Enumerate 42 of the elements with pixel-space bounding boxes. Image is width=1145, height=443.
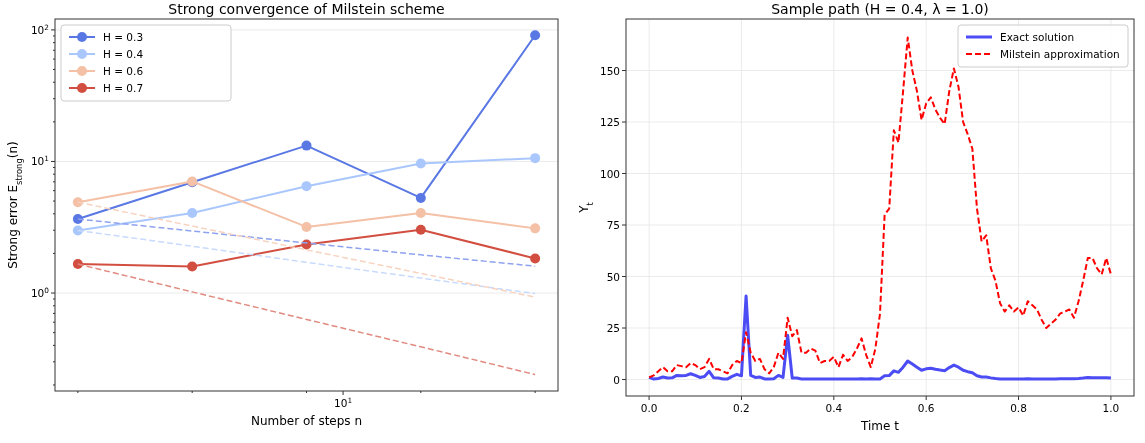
x-tick-label: 0.4 [825, 402, 843, 414]
chart-title: Strong convergence of Milstein scheme [168, 1, 445, 17]
point [301, 181, 312, 192]
point [415, 224, 426, 235]
y-tick-label: 150 [599, 64, 620, 77]
point [530, 223, 541, 234]
y-tick-label: 10$^{1}$ [30, 153, 49, 168]
y-tick-label: 10$^{0}$ [30, 285, 50, 300]
y-tick-label: 125 [599, 116, 620, 129]
legend-label: H = 0.3 [103, 31, 144, 43]
point [187, 261, 198, 272]
line-series [647, 294, 1113, 381]
point [415, 207, 426, 218]
legend-label: Exact solution [1000, 31, 1075, 43]
point [415, 192, 426, 203]
legend-label: H = 0.4 [103, 48, 144, 60]
chart-title: Sample path (H = 0.4, λ = 1.0) [771, 1, 989, 17]
y-tick-label: 25 [606, 322, 620, 335]
x-axis-title: Time t [860, 419, 900, 433]
y-tick-label: 50 [606, 270, 620, 283]
x-axis-title: Number of steps n [250, 414, 363, 428]
y-tick-label: 10$^{2}$ [30, 22, 49, 36]
point [301, 221, 312, 232]
point [530, 30, 541, 41]
x-tick-label: 0.6 [917, 402, 935, 414]
point [301, 140, 312, 151]
point [530, 153, 541, 164]
point [415, 158, 426, 169]
text: 10$^{1}$ [334, 395, 353, 409]
x-tick-label: 1.0 [1102, 402, 1120, 414]
x-tick-label: 0.2 [733, 402, 750, 414]
x-tick-label: 0.0 [640, 402, 658, 414]
point [530, 253, 541, 264]
y-tick-label: 75 [606, 219, 620, 232]
point [187, 207, 198, 218]
legend-label: H = 0.6 [103, 65, 144, 77]
y-tick-label: 0 [613, 373, 620, 386]
legend-label: Milstein approximation [1000, 48, 1120, 60]
x-tick-label: 0.8 [1010, 402, 1027, 414]
y-tick-label: 100 [599, 167, 620, 180]
legend-label: H = 0.7 [103, 82, 144, 94]
point [72, 214, 83, 225]
